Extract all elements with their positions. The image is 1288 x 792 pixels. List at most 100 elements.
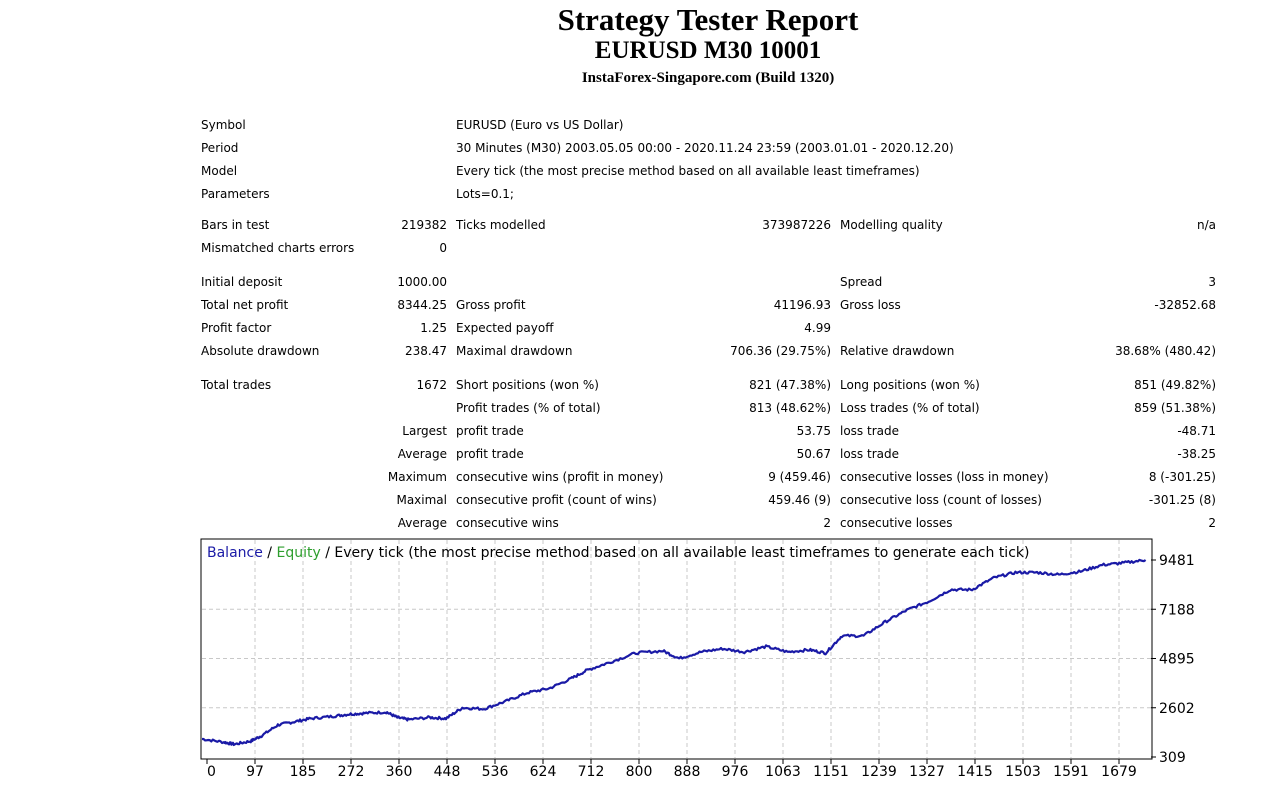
spread-label: Spread (840, 275, 883, 289)
x-tick-label: 888 (674, 764, 701, 780)
average-consecutive-losses-value: 2 (1208, 516, 1216, 530)
y-tick-label: 7188 (1159, 602, 1195, 618)
largest-loss-value: -48.71 (1177, 424, 1216, 438)
legend-equity: Equity (276, 545, 320, 561)
max-consecutive-losses-label: consecutive losses (loss in money) (840, 470, 1049, 484)
x-tick-label: 448 (434, 764, 461, 780)
average-consecutive-wins-label: consecutive wins (456, 516, 559, 530)
relative-drawdown-value: 38.68% (480.42) (1115, 344, 1216, 358)
x-tick-label: 1679 (1101, 764, 1137, 780)
gross-loss-value: -32852.68 (1154, 298, 1216, 312)
x-tick-label: 1239 (861, 764, 897, 780)
total-trades-label: Total trades (201, 378, 272, 392)
profit-factor-label: Profit factor (201, 321, 272, 335)
absolute-drawdown-label: Absolute drawdown (201, 344, 320, 358)
maximal-consecutive-profit-value: 459.46 (9) (768, 493, 831, 507)
average-consecutive-losses-label: consecutive losses (840, 516, 953, 530)
x-tick-label: 712 (578, 764, 605, 780)
model-label: Model (201, 164, 238, 178)
mismatch-label: Mismatched charts errors (201, 241, 355, 255)
long-positions-value: 851 (49.82%) (1134, 378, 1216, 392)
bars-value: 219382 (401, 218, 447, 232)
loss-trades-label: Loss trades (% of total) (840, 401, 980, 415)
average-profit-value: 50.67 (796, 447, 831, 461)
gross-profit-label: Gross profit (456, 298, 526, 312)
x-tick-label: 1503 (1005, 764, 1041, 780)
legend-description: Every tick (the most precise method base… (334, 545, 1029, 561)
net-profit-value: 8344.25 (397, 298, 447, 312)
chart-labels: 0 97 185 272 360 448 536 624 712 800 888 976 1063 115… (206, 553, 1195, 780)
x-tick-label: 1415 (957, 764, 993, 780)
short-positions-label: Short positions (won %) (456, 378, 599, 392)
legend-balance: Balance (207, 545, 263, 561)
chart-legend: Balance / Equity / Every tick (the most … (207, 545, 1029, 561)
model-value: Every tick (the most precise method base… (456, 164, 920, 178)
short-positions-value: 821 (47.38%) (749, 378, 831, 392)
legend-sep-2: / (321, 545, 335, 561)
profit-trades-label: Profit trades (% of total) (456, 401, 601, 415)
symbol-value: EURUSD (Euro vs US Dollar) (456, 118, 624, 132)
legend-sep-1: / (263, 545, 277, 561)
y-tick-label: 2602 (1159, 701, 1195, 717)
gross-profit-value: 41196.93 (773, 298, 831, 312)
x-tick-label: 272 (338, 764, 365, 780)
report-subtitle: EURUSD M30 10001 (594, 37, 822, 64)
gross-loss-label: Gross loss (840, 298, 901, 312)
x-tick-label: 0 (207, 764, 216, 780)
bars-label: Bars in test (201, 218, 270, 232)
average-loss-label: loss trade (840, 447, 899, 461)
average-profit-label: profit trade (456, 447, 524, 461)
x-tick-label: 1151 (813, 764, 849, 780)
average-consecutive-label: Average (397, 516, 447, 530)
maximal-drawdown-label: Maximal drawdown (456, 344, 573, 358)
x-tick-label: 185 (290, 764, 317, 780)
mismatch-value: 0 (439, 241, 447, 255)
x-tick-label: 1327 (909, 764, 945, 780)
x-tick-label: 800 (626, 764, 653, 780)
deposit-label: Initial deposit (201, 275, 283, 289)
x-tick-label: 1063 (765, 764, 801, 780)
parameters-value: Lots=0.1; (456, 187, 514, 201)
relative-drawdown-label: Relative drawdown (840, 344, 955, 358)
expected-payoff-value: 4.99 (804, 321, 831, 335)
maximal-consecutive-profit-label: consecutive profit (count of wins) (456, 493, 657, 507)
chart-grid (202, 540, 1151, 758)
largest-profit-label: profit trade (456, 424, 524, 438)
quality-label: Modelling quality (840, 218, 943, 232)
period-label: Period (201, 141, 239, 155)
balance-line (202, 558, 1147, 747)
y-tick-label: 4895 (1159, 652, 1195, 668)
largest-loss-label: loss trade (840, 424, 899, 438)
largest-label: Largest (402, 424, 447, 438)
symbol-label: Symbol (201, 118, 246, 132)
max-consecutive-wins-value: 9 (459.46) (768, 470, 831, 484)
quality-value: n/a (1196, 218, 1216, 232)
x-tick-label: 97 (246, 764, 264, 780)
maximal-consecutive-loss-label: consecutive loss (count of losses) (840, 493, 1042, 507)
chart-marks (202, 558, 1147, 747)
maximum-label: Maximum (387, 470, 447, 484)
parameters-label: Parameters (201, 187, 270, 201)
profit-trades-value: 813 (48.62%) (749, 401, 831, 415)
spread-value: 3 (1208, 275, 1216, 289)
expected-payoff-label: Expected payoff (456, 321, 554, 335)
ticks-value: 373987226 (762, 218, 831, 232)
average-label: Average (397, 447, 447, 461)
x-tick-label: 360 (386, 764, 413, 780)
y-tick-label: 9481 (1159, 553, 1195, 569)
average-consecutive-wins-value: 2 (823, 516, 831, 530)
max-consecutive-losses-value: 8 (-301.25) (1148, 470, 1216, 484)
deposit-value: 1000.00 (397, 275, 447, 289)
y-tick-label: 309 (1159, 750, 1186, 766)
report-title: Strategy Tester Report (557, 2, 859, 37)
max-consecutive-wins-label: consecutive wins (profit in money) (456, 470, 664, 484)
chart-frame (200, 538, 1153, 760)
x-tick-label: 624 (530, 764, 557, 780)
x-tick-label: 976 (722, 764, 749, 780)
average-loss-value: -38.25 (1177, 447, 1216, 461)
maximal-consecutive-loss-value: -301.25 (8) (1148, 493, 1216, 507)
report-broker: InstaForex-Singapore.com (Build 1320) (581, 70, 835, 86)
ticks-label: Ticks modelled (456, 218, 546, 232)
long-positions-label: Long positions (won %) (840, 378, 980, 392)
largest-profit-value: 53.75 (796, 424, 831, 438)
